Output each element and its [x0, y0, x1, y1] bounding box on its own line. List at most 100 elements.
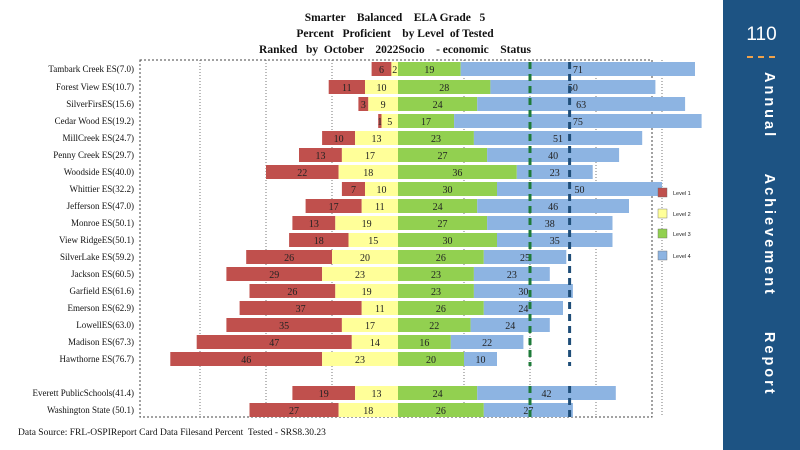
- report-title: Annual Achievement Report: [761, 72, 777, 397]
- data-label-l1: 13: [315, 151, 325, 162]
- bar-level-2: [348, 233, 398, 247]
- bar-level-2: [335, 284, 398, 298]
- data-label-l2: 2: [392, 65, 397, 76]
- data-label-l4: 63: [576, 100, 586, 111]
- data-label-l3: 24: [433, 202, 443, 213]
- bar-level-3: [398, 352, 464, 366]
- row-label: Forest View ES(10.7): [56, 82, 134, 92]
- data-label-l1: 26: [287, 287, 297, 298]
- data-label-l1: 22: [297, 168, 307, 179]
- bar-level-2: [335, 216, 398, 230]
- data-label-l4: 27: [523, 406, 533, 417]
- bar-level-2: [368, 97, 398, 111]
- bar-level-1: [249, 284, 336, 298]
- bar-level-1: [196, 335, 352, 349]
- data-label-l2: 23: [355, 355, 365, 366]
- bar-level-4: [454, 114, 702, 128]
- data-label-l4: 25: [520, 253, 530, 264]
- bar-level-1: [371, 62, 392, 76]
- bar-level-3: [398, 318, 471, 332]
- data-label-l4: 40: [548, 151, 558, 162]
- legend-label-level-4: Level 4: [673, 254, 691, 260]
- legend-label-level-3: Level 3: [673, 232, 691, 238]
- data-label-l1: 17: [329, 202, 339, 213]
- data-label-l2: 19: [362, 287, 372, 298]
- data-label-l3: 26: [436, 253, 446, 264]
- row-label: MillCreek ES(24.7): [63, 133, 135, 143]
- bar-level-2: [322, 267, 398, 281]
- data-label-l2: 20: [360, 253, 370, 264]
- bar-level-4: [483, 250, 567, 264]
- legend-swatch-level-3: [657, 228, 668, 239]
- data-label-l2: 5: [387, 117, 392, 128]
- bar-level-3: [398, 403, 484, 417]
- data-label-l2: 19: [362, 219, 372, 230]
- row-label: SilverLake ES(59.2): [60, 252, 134, 262]
- bar-level-3: [398, 148, 488, 162]
- data-label-l3: 17: [421, 117, 431, 128]
- row-label: SilverFirsES(15.6): [66, 99, 134, 109]
- data-label-l3: 24: [433, 389, 443, 400]
- data-label-l1: 11: [342, 83, 352, 94]
- bar-level-1: [289, 233, 349, 247]
- bar-level-1: [170, 352, 323, 366]
- data-label-l4: 71: [573, 65, 583, 76]
- bar-level-2: [391, 62, 398, 76]
- row-label: Washington State (50.1): [47, 405, 134, 415]
- page-number: 110: [746, 24, 777, 45]
- bar-level-2: [322, 352, 398, 366]
- data-label-l4: 46: [548, 202, 558, 213]
- bar-level-1: [249, 403, 339, 417]
- data-label-l4: 50: [568, 83, 578, 94]
- bar-level-4: [477, 386, 616, 400]
- data-label-l1: 7: [351, 185, 356, 196]
- bar-level-4: [477, 199, 629, 213]
- data-label-l2: 11: [375, 304, 385, 315]
- bar-level-2: [355, 131, 398, 145]
- bar-level-3: [398, 233, 497, 247]
- legend-swatch-level-2: [657, 208, 668, 219]
- bar-level-2: [338, 403, 398, 417]
- bar-level-3: [398, 335, 451, 349]
- data-label-l3: 26: [436, 304, 446, 315]
- bar-level-4: [497, 233, 613, 247]
- data-label-l3: 24: [433, 100, 443, 111]
- data-label-l4: 22: [482, 338, 492, 349]
- data-label-l2: 17: [365, 151, 375, 162]
- bar-level-4: [464, 352, 497, 366]
- data-label-l3: 22: [429, 321, 439, 332]
- data-label-l1: 1: [377, 117, 382, 128]
- data-label-l4: 23: [550, 168, 560, 179]
- bar-level-2: [338, 165, 398, 179]
- bar-level-3: [398, 250, 484, 264]
- data-label-l1: 3: [361, 100, 366, 111]
- data-label-l4: 35: [550, 236, 560, 247]
- legend-swatch-level-1: [657, 187, 668, 198]
- data-label-l3: 28: [439, 83, 449, 94]
- data-label-l2: 10: [377, 185, 387, 196]
- bar-level-2: [381, 114, 398, 128]
- bar-level-1: [226, 267, 323, 281]
- data-label-l4: 23: [507, 270, 517, 281]
- bar-level-3: [398, 386, 478, 400]
- bar-level-1: [322, 131, 356, 145]
- data-label-l1: 27: [289, 406, 299, 417]
- data-label-l4: 50: [575, 185, 585, 196]
- row-label: Jackson ES(60.5): [71, 269, 134, 279]
- bar-level-2: [351, 335, 398, 349]
- bar-level-3: [398, 267, 474, 281]
- data-label-l3: 19: [424, 65, 434, 76]
- bar-level-2: [332, 250, 398, 264]
- data-label-l3: 23: [431, 270, 441, 281]
- data-label-l1: 47: [269, 338, 279, 349]
- bar-level-2: [341, 148, 398, 162]
- data-label-l3: 23: [431, 134, 441, 145]
- data-label-l1: 46: [241, 355, 251, 366]
- data-label-l2: 17: [365, 321, 375, 332]
- bar-level-3: [398, 284, 474, 298]
- data-label-l3: 20: [426, 355, 436, 366]
- data-label-l3: 26: [436, 406, 446, 417]
- data-label-l1: 6: [379, 65, 384, 76]
- data-label-l3: 30: [443, 185, 453, 196]
